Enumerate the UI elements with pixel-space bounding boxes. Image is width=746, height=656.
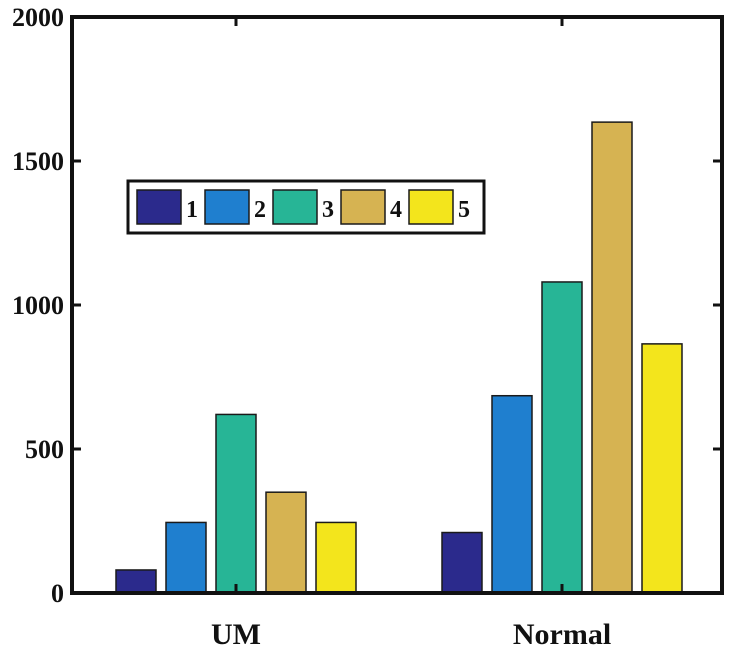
legend-swatch-series-2 <box>204 189 250 225</box>
legend-label-series-5: 5 <box>458 197 470 223</box>
bars-group <box>115 121 683 594</box>
bar-normal-series-1 <box>441 531 483 594</box>
bar-um-series-3 <box>215 413 257 594</box>
x-category-label: UM <box>211 618 261 651</box>
x-axis-category-labels: UM Normal <box>211 17 611 651</box>
y-tick-label: 500 <box>25 435 64 464</box>
bar-um-series-1 <box>115 569 157 594</box>
bar-um-series-4 <box>265 491 307 594</box>
y-tick-label: 1500 <box>12 147 64 176</box>
bar-normal-series-2 <box>491 394 533 594</box>
bar-normal-series-3 <box>541 281 583 594</box>
x-category-label: Normal <box>513 618 611 651</box>
legend-swatch-series-4 <box>340 189 386 225</box>
legend-label-series-4: 4 <box>390 197 402 223</box>
legend-label-series-3: 3 <box>322 197 334 223</box>
legend-swatch-series-1 <box>136 189 182 225</box>
y-axis-ticks: 0 500 1000 1500 2000 <box>12 3 722 608</box>
legend-label-series-2: 2 <box>254 197 266 223</box>
legend: 1 2 3 4 5 <box>126 179 486 235</box>
y-tick-label: 2000 <box>12 3 64 32</box>
bar-um-series-5 <box>315 521 357 594</box>
legend-swatch-series-5 <box>408 189 454 225</box>
plot-frame <box>70 15 724 595</box>
bar-normal-series-5 <box>641 343 683 594</box>
y-tick-label: 1000 <box>12 291 64 320</box>
legend-swatch-series-3 <box>272 189 318 225</box>
bar-normal-series-4 <box>591 121 633 594</box>
legend-label-series-1: 1 <box>186 197 198 223</box>
bar-um-series-2 <box>165 521 207 594</box>
y-tick-label: 0 <box>51 579 64 608</box>
